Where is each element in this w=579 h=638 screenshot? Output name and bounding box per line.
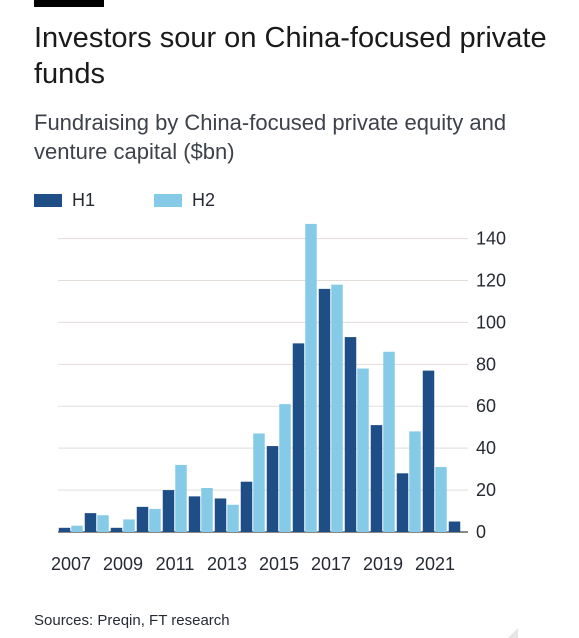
y-tick-label: 40 [476,438,496,458]
bar-h1 [84,513,97,532]
y-tick-label: 100 [476,312,506,332]
bar-h1 [240,481,253,532]
y-tick-label: 20 [476,480,496,500]
legend-label-h2: H2 [192,189,216,210]
legend-swatch-h1 [34,193,62,207]
bar-h1 [214,498,227,532]
bar-h2 [409,431,421,532]
bar-h2 [383,351,395,532]
y-tick-label: 80 [476,354,496,374]
bar-h1 [422,370,435,532]
bar-h2 [123,519,135,532]
x-tick-label: 2009 [103,554,143,574]
x-tick-label: 2011 [156,554,195,574]
brand-bar [34,0,104,7]
bar-h1 [370,425,383,532]
bar-h2 [357,368,369,532]
bar-h2 [435,467,447,532]
legend-item-h2: H2 [154,190,215,210]
x-tick-label: 2021 [415,554,455,574]
legend-label-h1: H1 [72,189,96,210]
x-tick-label: 2007 [51,554,91,574]
bar-h2 [305,223,317,532]
bar-h1 [162,490,175,532]
x-tick-label: 2015 [259,554,299,574]
bar-h2 [279,404,291,532]
bar-h2 [227,504,239,532]
bar-h2 [149,508,161,532]
x-tick-label: 2019 [363,554,403,574]
bar-h1 [396,473,409,532]
bar-h1 [266,446,279,532]
bar-h2 [71,525,83,532]
bar-h1 [344,337,357,532]
bar-h1 [136,506,149,532]
x-tick-label: 2017 [311,554,351,574]
chart-title: Investors sour on China-focused private … [34,22,547,90]
bar-h1 [58,527,71,532]
bar-h2 [201,487,213,532]
y-tick-label: 0 [476,522,486,542]
bar-h2 [253,433,265,532]
bar-h1 [110,527,123,532]
bar-h2 [97,515,109,532]
x-tick-label: 2013 [207,554,247,574]
bar-h1 [318,288,331,532]
bar-chart: 0 20 40 60 80 100 120 140 2007 2009 2011 2013 2015 20… [51,223,506,574]
bar-h1 [188,496,201,532]
legend-swatch-h2 [154,193,182,207]
bar-h1 [292,343,305,532]
source-note: Sources: Preqin, FT research [34,612,230,629]
bar-h2 [175,464,187,532]
y-tick-label: 60 [476,396,496,416]
y-tick-label: 120 [476,270,506,290]
bar-h2 [331,284,343,532]
y-tick-label: 140 [476,229,506,249]
page-corner [508,628,518,638]
legend-item-h1: H1 [34,190,95,210]
bar-h1 [448,521,461,532]
chart-subtitle: Fundraising by China-focused private equ… [34,110,507,164]
